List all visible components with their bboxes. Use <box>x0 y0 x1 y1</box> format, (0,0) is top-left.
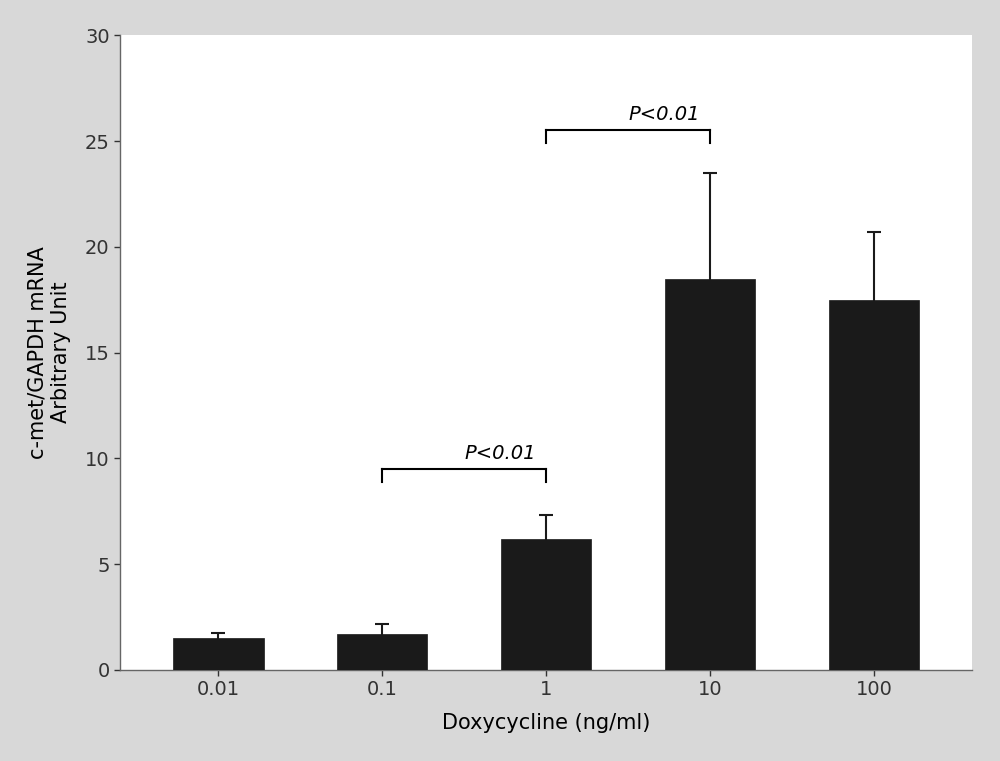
X-axis label: Doxycycline (ng/ml): Doxycycline (ng/ml) <box>442 713 650 733</box>
Bar <box>829 300 919 670</box>
Bar <box>173 638 264 670</box>
Bar <box>665 279 755 670</box>
Text: P<0.01: P<0.01 <box>628 105 700 124</box>
Bar <box>501 539 591 670</box>
Text: P<0.01: P<0.01 <box>464 444 536 463</box>
Y-axis label: c-met/GAPDH mRNA
Arbitrary Unit: c-met/GAPDH mRNA Arbitrary Unit <box>28 247 71 459</box>
Bar <box>337 634 427 670</box>
